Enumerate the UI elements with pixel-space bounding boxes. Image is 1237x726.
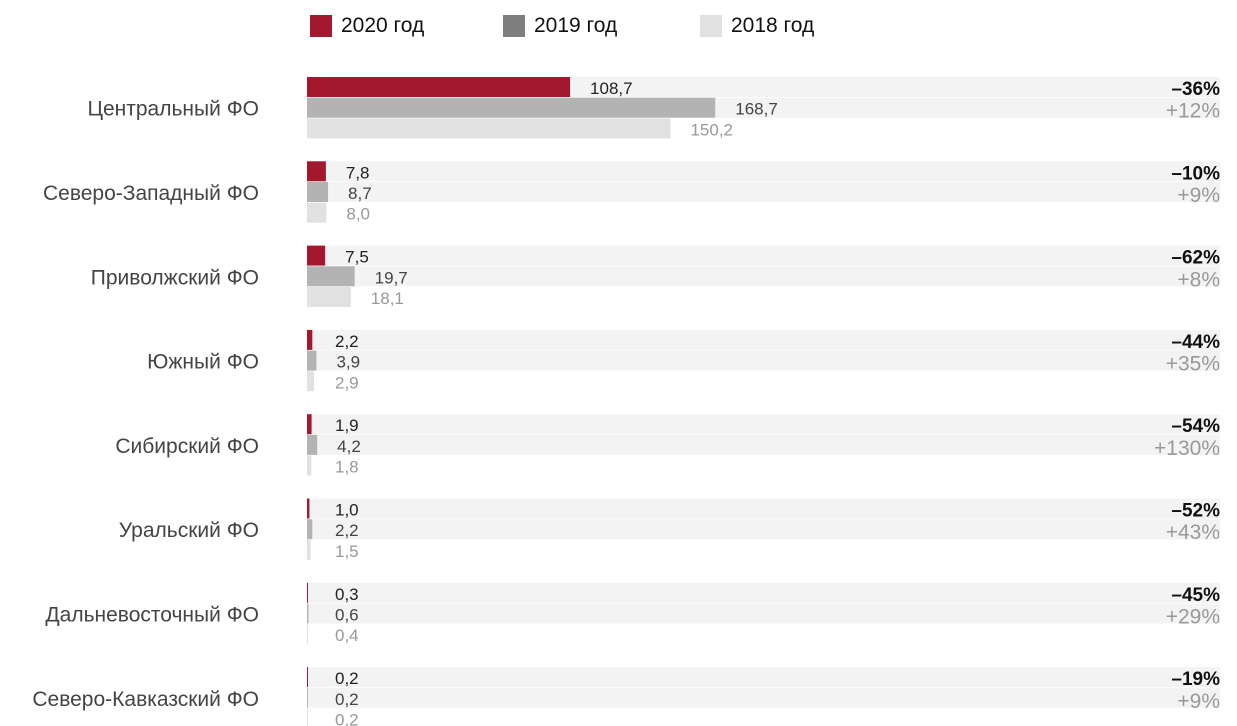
bar-2020 (307, 582, 308, 603)
bar-2020 (307, 498, 310, 519)
value-label-2020: 108,7 (590, 79, 633, 98)
change-2019-label: +9% (1177, 690, 1220, 713)
legend-swatch-2018 (700, 15, 722, 37)
value-label-2018: 18,1 (371, 289, 404, 308)
category-label: Северо-Западный ФО (43, 182, 259, 205)
row-background-strip (307, 350, 1220, 371)
value-label-2019: 0,6 (335, 606, 359, 625)
value-label-2020: 7,8 (346, 163, 370, 182)
row-background-strip (307, 266, 1220, 287)
row-background-strip (307, 161, 1220, 182)
change-2019-label: +12% (1166, 100, 1220, 123)
bar-2018 (307, 539, 311, 560)
value-label-2020: 1,9 (335, 416, 359, 435)
row-background-strip (307, 498, 1220, 519)
legend-item-2018: 2018 год (700, 14, 814, 38)
row-background-strip (307, 414, 1220, 435)
legend-swatch-2019 (503, 15, 525, 37)
bar-2018 (307, 708, 308, 726)
change-2020-label: –52% (1171, 501, 1220, 522)
bar-2019 (307, 519, 313, 540)
value-label-2019: 8,7 (348, 184, 372, 203)
value-label-2018: 1,5 (335, 542, 359, 561)
bar-2019 (307, 603, 309, 624)
row-background-strip (307, 329, 1220, 350)
value-label-2019: 168,7 (735, 100, 778, 119)
category-label: Южный ФО (147, 351, 259, 374)
value-label-2020: 1,0 (335, 501, 359, 520)
change-2020-label: –54% (1171, 416, 1220, 437)
legend-item-2019: 2019 год (503, 14, 617, 38)
row-background-strip (307, 519, 1220, 540)
value-label-2019: 4,2 (337, 437, 361, 456)
bar-2018 (307, 371, 315, 392)
row-background-strip (307, 603, 1220, 624)
bar-2019 (307, 97, 716, 118)
value-label-2020: 0,2 (335, 669, 359, 688)
category-label: Дальневосточный ФО (45, 604, 259, 627)
bar-2018 (307, 287, 351, 307)
change-2019-label: +29% (1166, 606, 1220, 629)
row-background-strip (307, 434, 1220, 455)
bar-2020 (307, 245, 326, 266)
value-label-2019: 19,7 (375, 268, 408, 287)
bar-2020 (307, 77, 571, 97)
value-label-2018: 2,9 (335, 373, 359, 392)
bar-2018 (307, 455, 312, 476)
change-2019-label: +43% (1166, 521, 1220, 544)
legend-label-2020: 2020 год (341, 14, 425, 37)
value-label-2018: 8,0 (346, 205, 370, 224)
row-background-strip (307, 667, 1220, 688)
row-background-strip (307, 245, 1220, 266)
bar-2018 (307, 118, 671, 139)
change-2019-label: +130% (1154, 437, 1220, 460)
category-label: Северо-Кавказский ФО (32, 688, 259, 711)
bar-2020 (307, 161, 326, 182)
change-2020-label: –62% (1171, 248, 1220, 269)
value-label-2018: 0,4 (335, 626, 359, 645)
bar-2020 (307, 667, 308, 688)
value-label-2018: 150,2 (690, 120, 733, 139)
bar-2020 (307, 414, 312, 435)
value-label-2019: 3,9 (336, 353, 360, 372)
legend-item-2020: 2020 год (310, 14, 424, 38)
bar-2019 (307, 687, 308, 708)
value-label-2020: 7,5 (345, 248, 369, 267)
value-label-2019: 2,2 (335, 521, 359, 540)
legend-swatch-2020 (310, 15, 332, 37)
change-2019-label: +9% (1177, 184, 1220, 207)
legend-label-2019: 2019 год (534, 14, 618, 37)
change-2020-label: –36% (1171, 79, 1220, 100)
bar-2019 (307, 434, 318, 455)
bar-2019 (307, 266, 355, 287)
bar-2018 (307, 202, 327, 223)
value-label-2020: 2,2 (335, 332, 359, 351)
bar-2019 (307, 350, 317, 371)
category-label: Сибирский ФО (115, 435, 259, 458)
change-2020-label: –10% (1171, 163, 1220, 184)
legend-label-2018: 2018 год (731, 14, 815, 37)
value-label-2018: 1,8 (335, 458, 359, 477)
change-2020-label: –19% (1171, 669, 1220, 690)
category-label: Уральский ФО (119, 519, 259, 542)
change-2019-label: +8% (1177, 268, 1220, 291)
bar-2019 (307, 182, 329, 202)
row-background-strip (307, 582, 1220, 603)
value-label-2020: 0,3 (335, 585, 359, 604)
bar-2018 (307, 624, 308, 645)
change-2020-label: –44% (1171, 332, 1220, 353)
row-background-strip (307, 182, 1220, 202)
category-label: Центральный ФО (87, 98, 259, 121)
change-2019-label: +35% (1166, 353, 1220, 376)
value-label-2018: 0,2 (335, 711, 359, 726)
change-2020-label: –45% (1171, 585, 1220, 606)
bar-2020 (307, 329, 313, 350)
value-label-2019: 0,2 (335, 690, 359, 709)
row-background-strip (307, 687, 1220, 708)
category-label: Приволжский ФО (91, 266, 259, 289)
